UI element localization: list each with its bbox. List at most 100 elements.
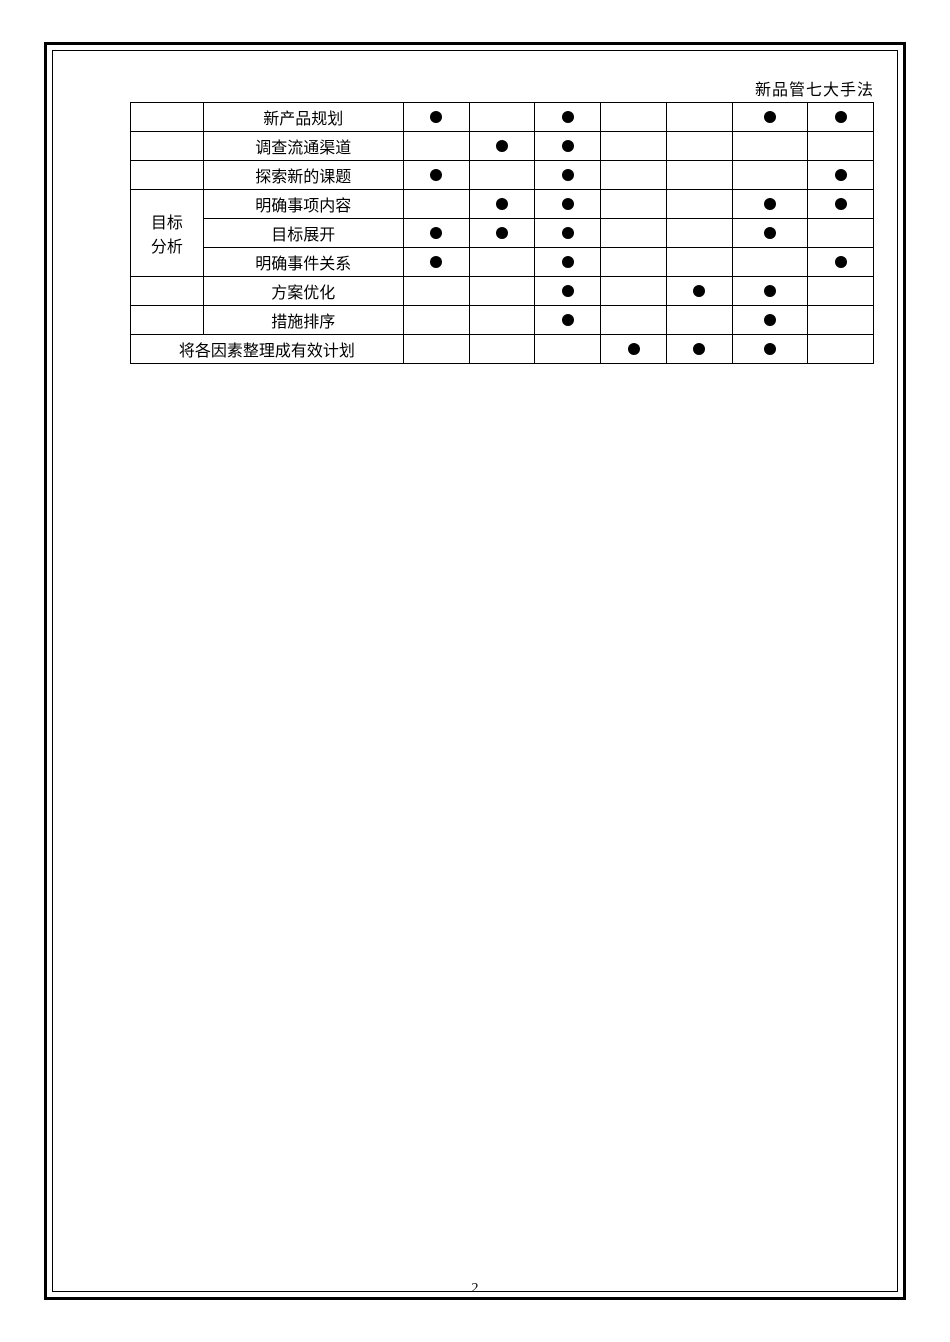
- group-cell: [131, 277, 204, 306]
- mark-cell: [601, 335, 667, 364]
- mark-cell: [667, 190, 733, 219]
- mark-cell: [535, 306, 601, 335]
- dot-marker: [628, 343, 640, 355]
- dot-marker: [562, 314, 574, 326]
- group-cell: [131, 103, 204, 132]
- mark-cell: [403, 248, 469, 277]
- item-cell: 明确事件关系: [203, 248, 403, 277]
- mark-cell: [808, 132, 874, 161]
- table-row: 措施排序: [131, 306, 874, 335]
- mark-cell: [808, 277, 874, 306]
- dot-marker: [562, 140, 574, 152]
- table-row-merged: 将各因素整理成有效计划: [131, 335, 874, 364]
- mark-cell: [667, 161, 733, 190]
- dot-marker: [764, 198, 776, 210]
- mark-cell: [732, 132, 807, 161]
- mark-cell: [469, 248, 535, 277]
- mark-cell: [535, 190, 601, 219]
- mark-cell: [808, 306, 874, 335]
- dot-marker: [430, 227, 442, 239]
- mark-cell: [469, 306, 535, 335]
- dot-marker: [562, 198, 574, 210]
- dot-marker: [562, 169, 574, 181]
- group-cell: 目标分析: [131, 190, 204, 277]
- mark-cell: [403, 335, 469, 364]
- dot-marker: [562, 256, 574, 268]
- mark-cell: [403, 277, 469, 306]
- dot-marker: [430, 111, 442, 123]
- item-cell: 新产品规划: [203, 103, 403, 132]
- mark-cell: [601, 248, 667, 277]
- page-number: 2: [472, 1281, 479, 1297]
- dot-marker: [835, 111, 847, 123]
- dot-marker: [430, 256, 442, 268]
- dot-marker: [764, 285, 776, 297]
- table-row: 明确事件关系: [131, 248, 874, 277]
- methods-table: 新产品规划调查流通渠道探索新的课题目标分析明确事项内容目标展开明确事件关系方案优…: [130, 103, 874, 364]
- mark-cell: [535, 335, 601, 364]
- mark-cell: [535, 248, 601, 277]
- mark-cell: [808, 219, 874, 248]
- group-cell: [131, 161, 204, 190]
- item-cell: 调查流通渠道: [203, 132, 403, 161]
- mark-cell: [667, 219, 733, 248]
- dot-marker: [693, 343, 705, 355]
- table-row: 目标分析明确事项内容: [131, 190, 874, 219]
- dot-marker: [693, 285, 705, 297]
- mark-cell: [808, 103, 874, 132]
- mark-cell: [469, 103, 535, 132]
- dot-marker: [835, 169, 847, 181]
- mark-cell: [469, 190, 535, 219]
- dot-marker: [562, 285, 574, 297]
- mark-cell: [667, 132, 733, 161]
- mark-cell: [667, 248, 733, 277]
- mark-cell: [601, 277, 667, 306]
- dot-marker: [764, 111, 776, 123]
- mark-cell: [535, 277, 601, 306]
- dot-marker: [835, 256, 847, 268]
- mark-cell: [732, 248, 807, 277]
- mark-cell: [667, 335, 733, 364]
- mark-cell: [535, 161, 601, 190]
- mark-cell: [469, 132, 535, 161]
- table-row: 目标展开: [131, 219, 874, 248]
- mark-cell: [403, 103, 469, 132]
- merged-item-cell: 将各因素整理成有效计划: [131, 335, 404, 364]
- mark-cell: [469, 161, 535, 190]
- group-cell: [131, 306, 204, 335]
- table-row: 方案优化: [131, 277, 874, 306]
- mark-cell: [808, 190, 874, 219]
- mark-cell: [535, 132, 601, 161]
- mark-cell: [403, 161, 469, 190]
- table-row: 新产品规划: [131, 103, 874, 132]
- mark-cell: [403, 132, 469, 161]
- mark-cell: [667, 306, 733, 335]
- mark-cell: [808, 248, 874, 277]
- dot-marker: [430, 169, 442, 181]
- mark-cell: [667, 277, 733, 306]
- mark-cell: [732, 190, 807, 219]
- mark-cell: [808, 335, 874, 364]
- item-cell: 方案优化: [203, 277, 403, 306]
- dot-marker: [764, 314, 776, 326]
- dot-marker: [496, 198, 508, 210]
- header-title: 新品管七大手法: [130, 76, 874, 100]
- mark-cell: [601, 132, 667, 161]
- mark-cell: [403, 190, 469, 219]
- mark-cell: [403, 219, 469, 248]
- mark-cell: [469, 335, 535, 364]
- mark-cell: [403, 306, 469, 335]
- mark-cell: [732, 306, 807, 335]
- mark-cell: [732, 219, 807, 248]
- mark-cell: [535, 103, 601, 132]
- mark-cell: [667, 103, 733, 132]
- dot-marker: [764, 227, 776, 239]
- mark-cell: [601, 190, 667, 219]
- mark-cell: [732, 335, 807, 364]
- item-cell: 探索新的课题: [203, 161, 403, 190]
- item-cell: 明确事项内容: [203, 190, 403, 219]
- item-cell: 措施排序: [203, 306, 403, 335]
- dot-marker: [562, 227, 574, 239]
- mark-cell: [535, 219, 601, 248]
- dot-marker: [764, 343, 776, 355]
